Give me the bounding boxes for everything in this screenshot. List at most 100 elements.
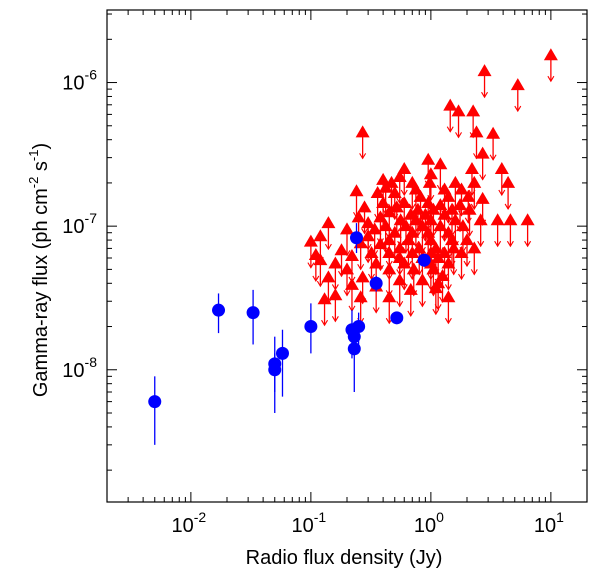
triangle-marker bbox=[455, 219, 470, 232]
triangle-marker bbox=[475, 191, 490, 204]
triangle-marker bbox=[467, 175, 482, 188]
triangle-marker bbox=[364, 246, 379, 259]
y-axis-label-mid: s bbox=[30, 161, 52, 177]
limit-arrow-head bbox=[372, 307, 380, 314]
limit-arrow-head bbox=[307, 262, 315, 269]
limit-arrow-head bbox=[504, 203, 512, 210]
limit-arrow-head bbox=[400, 189, 408, 197]
triangle-marker bbox=[328, 256, 343, 269]
y-axis-label: Gamma-ray flux (ph cm-2 s-1) bbox=[26, 143, 52, 397]
limit-arrow-head bbox=[498, 189, 506, 197]
triangle-marker bbox=[340, 222, 354, 235]
triangle-marker bbox=[410, 202, 425, 215]
triangle-marker bbox=[466, 104, 481, 117]
x-tick-label-base: 10 bbox=[172, 515, 194, 537]
x-tick-label: 10-2 bbox=[172, 509, 207, 537]
y-tick-label-exp: -6 bbox=[85, 67, 98, 83]
x-tick-labels: 10-2 10-1 100 101 bbox=[172, 509, 565, 537]
triangle-marker bbox=[392, 273, 407, 286]
x-tick-label: 100 bbox=[414, 509, 444, 537]
triangle-marker bbox=[397, 195, 412, 208]
triangle-marker bbox=[441, 189, 456, 202]
triangle-marker bbox=[328, 288, 343, 301]
y-axis-label-end: ) bbox=[30, 143, 52, 150]
limit-arrow-head bbox=[458, 273, 465, 281]
triangle-marker bbox=[426, 202, 441, 215]
limit-arrow-head bbox=[455, 132, 463, 139]
triangle-marker bbox=[433, 198, 448, 211]
triangle-marker bbox=[431, 251, 446, 264]
limit-arrow-head bbox=[481, 91, 489, 99]
y-tick-label: 10-8 bbox=[62, 354, 97, 382]
limit-arrow-head bbox=[464, 217, 472, 224]
y-axis-label-sup2: -1 bbox=[26, 150, 41, 162]
limit-arrow-head bbox=[361, 228, 369, 235]
triangle-marker bbox=[349, 184, 364, 197]
triangle-marker bbox=[408, 213, 423, 226]
circle-marker bbox=[350, 231, 364, 245]
triangle-marker bbox=[433, 157, 448, 170]
triangle-marker bbox=[369, 256, 384, 269]
triangle-marker bbox=[415, 273, 430, 286]
triangle-marker bbox=[413, 189, 428, 202]
limit-arrow-head bbox=[450, 269, 458, 276]
limit-arrow-head bbox=[470, 269, 478, 276]
triangle-marker bbox=[361, 229, 376, 242]
triangle-marker bbox=[401, 233, 416, 246]
limit-arrow-head bbox=[316, 280, 324, 288]
limit-arrow-head bbox=[396, 197, 404, 205]
triangle-marker bbox=[445, 233, 460, 246]
x-tick-label-base: 10 bbox=[534, 515, 556, 537]
limit-arrow-head bbox=[427, 194, 435, 202]
triangle-marker bbox=[454, 246, 469, 259]
limit-arrow-head bbox=[463, 260, 471, 268]
triangle-marker bbox=[387, 186, 402, 199]
y-tick-label-exp: -8 bbox=[85, 354, 98, 370]
circle-marker bbox=[390, 311, 404, 325]
triangle-marker bbox=[393, 213, 408, 226]
triangle-marker bbox=[490, 213, 505, 226]
triangle-marker bbox=[462, 202, 477, 215]
triangle-marker bbox=[503, 213, 518, 226]
x-tick-label: 10-1 bbox=[292, 509, 327, 537]
y-axis-label-sup1: -2 bbox=[26, 177, 41, 189]
triangle-marker bbox=[403, 282, 418, 295]
triangle-marker bbox=[423, 233, 438, 246]
data-points bbox=[148, 48, 558, 445]
circle-marker bbox=[347, 342, 361, 356]
limit-arrow-head bbox=[446, 126, 454, 133]
triangle-marker bbox=[454, 182, 469, 195]
triangle-marker bbox=[389, 200, 404, 213]
triangle-marker bbox=[313, 253, 328, 266]
x-tick-label-exp: 0 bbox=[436, 509, 444, 525]
triangle-marker bbox=[446, 241, 461, 254]
triangle-marker bbox=[423, 167, 438, 180]
limit-arrow-head bbox=[396, 300, 404, 308]
triangle-marker bbox=[543, 48, 558, 61]
triangle-marker bbox=[303, 234, 318, 247]
y-tick-label-base: 10 bbox=[62, 216, 84, 238]
x-tick-label-base: 10 bbox=[292, 515, 314, 537]
triangle-marker bbox=[321, 216, 336, 229]
triangle-marker bbox=[382, 205, 397, 218]
triangle-marker bbox=[445, 202, 460, 215]
triangle-marker bbox=[378, 180, 393, 193]
triangle-marker bbox=[313, 229, 328, 242]
triangle-marker bbox=[382, 233, 397, 246]
y-tick-label: 10-7 bbox=[62, 210, 97, 238]
triangle-marker bbox=[376, 195, 391, 208]
axis-ticks bbox=[106, 10, 588, 502]
x-tick-label-exp: -2 bbox=[194, 509, 207, 525]
triangle-marker bbox=[443, 98, 458, 111]
limit-arrow-head bbox=[506, 240, 514, 248]
triangle-marker bbox=[408, 182, 423, 195]
triangle-marker bbox=[520, 213, 535, 226]
triangle-marker bbox=[398, 219, 413, 232]
triangle-marker bbox=[461, 189, 476, 202]
triangle-marker bbox=[448, 175, 463, 188]
triangle-marker bbox=[451, 104, 466, 117]
triangle-marker bbox=[355, 125, 370, 138]
triangle-marker bbox=[405, 246, 420, 259]
limit-arrow-head bbox=[444, 284, 452, 291]
x-tick-label-base: 10 bbox=[414, 515, 436, 537]
